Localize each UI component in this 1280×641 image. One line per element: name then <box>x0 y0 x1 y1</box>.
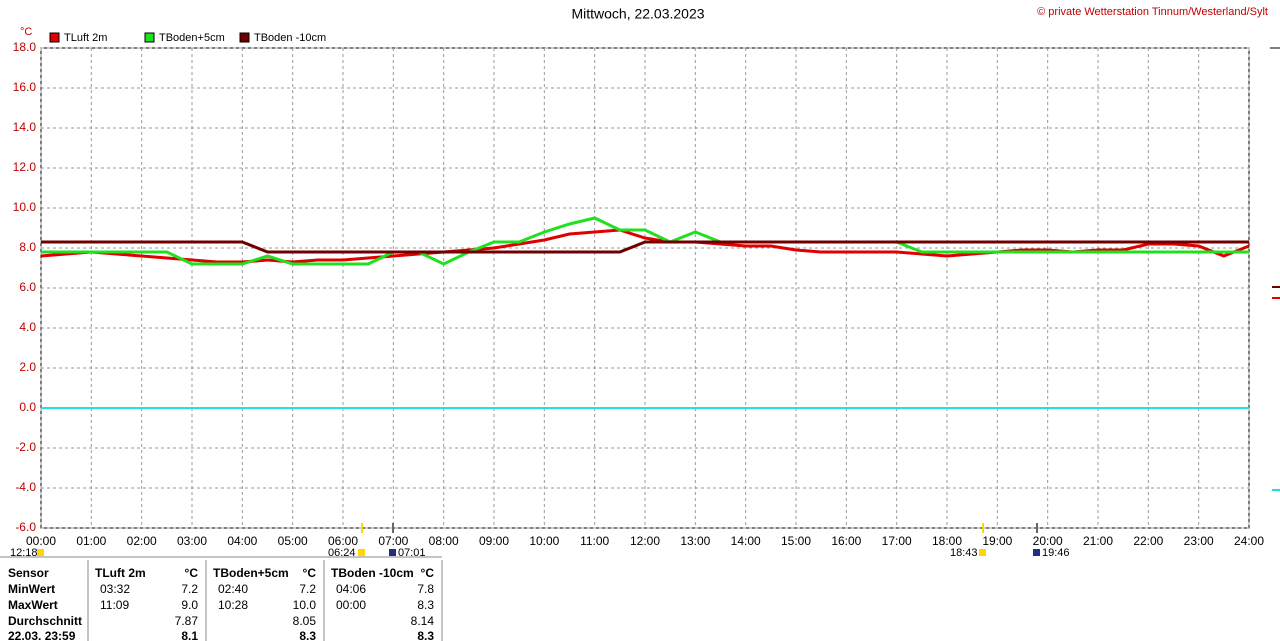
legend-label: TLuft 2m <box>64 32 107 44</box>
side-marker <box>1272 489 1280 491</box>
table-cell: 8.3 <box>417 598 434 612</box>
table-cell: TLuft 2m <box>95 566 146 580</box>
y-tick-label: 4.0 <box>19 320 36 334</box>
y-tick-label: 18.0 <box>13 40 37 54</box>
table-cell: 7.8 <box>417 582 434 596</box>
table-cell: 8.14 <box>411 614 435 628</box>
y-tick-label: -4.0 <box>15 480 36 494</box>
x-tick-label: 17:00 <box>882 534 912 548</box>
table-cell: 10:28 <box>218 598 248 612</box>
x-tick-label: 03:00 <box>177 534 207 548</box>
table-cell: Sensor <box>8 566 49 580</box>
table-cell: 8.05 <box>293 614 317 628</box>
y-tick-label: 12.0 <box>13 160 37 174</box>
x-tick-label: 13:00 <box>680 534 710 548</box>
table-cell: TBoden+5cm <box>213 566 289 580</box>
x-tick-label: 06:00 <box>328 534 358 548</box>
y-tick-label: -2.0 <box>15 440 36 454</box>
x-tick-label: 07:00 <box>378 534 408 548</box>
legend-swatch <box>49 32 60 43</box>
x-tick-label: 05:00 <box>278 534 308 548</box>
sun-marker <box>1033 549 1040 556</box>
x-tick-label: 10:00 <box>529 534 559 548</box>
x-tick-label: 15:00 <box>781 534 811 548</box>
x-tick-label: 20:00 <box>1033 534 1063 548</box>
side-marker <box>1272 286 1280 288</box>
legend-label: TBoden -10cm <box>254 32 326 44</box>
chart-title: Mittwoch, 22.03.2023 <box>571 6 704 22</box>
y-tick-label: 16.0 <box>13 80 37 94</box>
table-cell: °C <box>185 566 199 580</box>
table-cell: 22.03. 23:59 <box>8 629 76 641</box>
table-cell: 7.87 <box>175 614 199 628</box>
x-tick-label: 23:00 <box>1184 534 1214 548</box>
sun-marker <box>37 549 44 556</box>
table-cell: 00:00 <box>336 598 366 612</box>
table-cell: 7.2 <box>299 582 316 596</box>
annotation: 18:43 <box>950 547 978 559</box>
table-cell: 7.2 <box>181 582 198 596</box>
table-cell: MinWert <box>8 582 55 596</box>
y-tick-label: 8.0 <box>19 240 36 254</box>
x-tick-label: 22:00 <box>1133 534 1163 548</box>
annotation: 06:24 <box>328 547 356 559</box>
y-axis-label: °C <box>20 26 32 38</box>
x-tick-label: 21:00 <box>1083 534 1113 548</box>
series-line <box>40 228 1250 264</box>
y-tick-label: 0.0 <box>19 400 36 414</box>
table-cell: TBoden -10cm <box>331 566 414 580</box>
x-tick-label: 09:00 <box>479 534 509 548</box>
x-tick-label: 02:00 <box>127 534 157 548</box>
sun-marker <box>358 549 365 556</box>
y-tick-label: 10.0 <box>13 200 37 214</box>
y-tick-label: 6.0 <box>19 280 36 294</box>
series-line <box>41 216 1249 266</box>
legend-label: TBoden+5cm <box>159 32 225 44</box>
side-marker <box>1272 297 1280 299</box>
x-tick-label: 00:00 <box>26 534 56 548</box>
x-tick-label: 08:00 <box>429 534 459 548</box>
table-cell: 8.3 <box>417 629 434 641</box>
annotation: 07:01 <box>398 547 426 559</box>
series-line <box>41 240 1249 254</box>
x-tick-label: 24:00 <box>1234 534 1264 548</box>
table-cell: 10.0 <box>293 598 317 612</box>
annotation: 19:46 <box>1042 547 1070 559</box>
source: © private Wetterstation Tinnum/Westerlan… <box>1037 6 1268 18</box>
annotation: 12:18 <box>10 547 38 559</box>
y-tick-label: 2.0 <box>19 360 36 374</box>
sun-marker <box>389 549 396 556</box>
table-cell: 02:40 <box>218 582 248 596</box>
table-cell: MaxWert <box>8 598 58 612</box>
sun-marker <box>979 549 986 556</box>
table-cell: °C <box>421 566 435 580</box>
x-tick-label: 01:00 <box>76 534 106 548</box>
table-cell: °C <box>303 566 317 580</box>
x-tick-label: 04:00 <box>227 534 257 548</box>
table-cell: 11:09 <box>100 598 129 612</box>
table-cell: Durchschnitt <box>8 614 82 628</box>
x-tick-label: 14:00 <box>731 534 761 548</box>
x-tick-label: 19:00 <box>982 534 1012 548</box>
table-cell: 04:06 <box>336 582 366 596</box>
y-tick-label: 14.0 <box>13 120 37 134</box>
x-tick-label: 11:00 <box>580 534 609 548</box>
table-cell: 03:32 <box>100 582 130 596</box>
table-cell: 9.0 <box>181 598 198 612</box>
x-tick-label: 18:00 <box>932 534 962 548</box>
legend-swatch <box>144 32 155 43</box>
legend-swatch <box>239 32 250 43</box>
table-cell: 8.1 <box>181 629 198 641</box>
x-tick-label: 16:00 <box>831 534 861 548</box>
table-cell: 8.3 <box>299 629 316 641</box>
x-tick-label: 12:00 <box>630 534 660 548</box>
y-tick-label: -6.0 <box>15 520 36 534</box>
